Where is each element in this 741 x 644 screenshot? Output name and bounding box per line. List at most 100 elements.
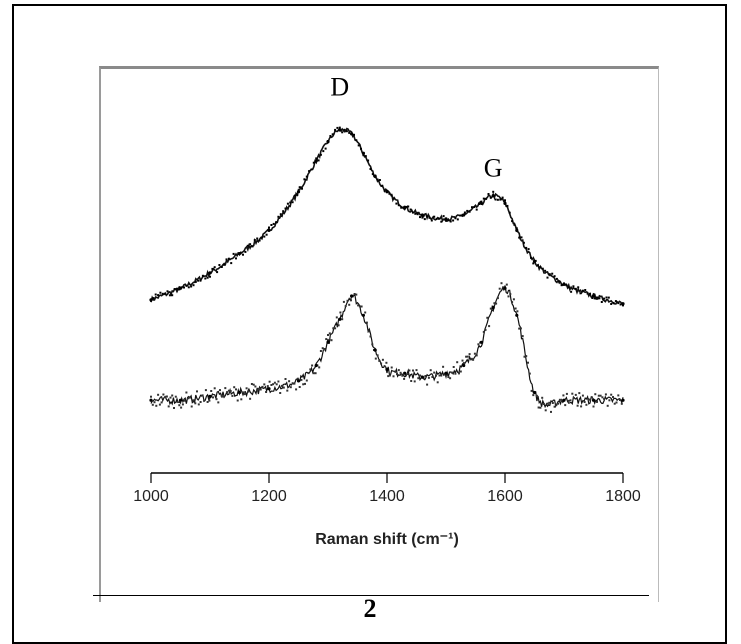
data-point — [390, 366, 393, 369]
data-point — [583, 401, 586, 403]
data-point — [530, 256, 532, 259]
data-point — [479, 340, 483, 344]
data-point — [360, 147, 362, 150]
data-point — [392, 375, 395, 378]
plot-frame: 1000 1200 1400 1600 1800 Raman shift (cm⁻¹) D… — [99, 66, 659, 602]
data-point — [253, 239, 256, 241]
data-point — [367, 159, 370, 162]
data-point — [564, 404, 567, 407]
data-point — [513, 223, 516, 226]
data-point — [580, 405, 583, 408]
data-point — [511, 301, 514, 304]
data-point — [394, 370, 397, 373]
data-point — [259, 388, 262, 391]
data-point — [357, 144, 360, 147]
data-point — [217, 401, 220, 404]
data-point — [503, 201, 507, 205]
data-point — [572, 285, 575, 288]
data-point — [300, 378, 303, 381]
data-point — [208, 271, 212, 275]
data-point — [565, 392, 568, 395]
data-point — [268, 380, 271, 383]
data-point — [610, 393, 613, 396]
data-point — [385, 361, 388, 364]
data-point — [236, 399, 239, 402]
data-point — [610, 303, 613, 305]
data-point — [570, 290, 573, 293]
data-point — [614, 300, 617, 303]
data-point — [361, 313, 365, 317]
data-point — [482, 197, 485, 200]
data-point — [512, 298, 515, 301]
data-point — [157, 393, 160, 396]
data-point — [305, 379, 308, 382]
data-point — [161, 292, 164, 295]
data-point — [509, 293, 512, 296]
data-point — [544, 269, 547, 272]
data-point — [450, 371, 453, 374]
data-point — [222, 395, 225, 398]
data-point — [480, 200, 483, 203]
series-line — [150, 127, 624, 305]
data-point — [397, 369, 400, 372]
data-point — [350, 294, 354, 298]
data-point — [607, 296, 610, 299]
data-point — [431, 376, 434, 378]
data-point — [565, 284, 568, 287]
data-point — [196, 390, 198, 393]
data-point — [447, 219, 450, 222]
data-point — [612, 396, 614, 398]
data-point — [364, 155, 367, 158]
data-point — [518, 327, 521, 330]
data-point — [311, 364, 314, 367]
data-point — [201, 394, 204, 397]
data-point — [419, 216, 421, 219]
data-point — [350, 132, 354, 136]
data-point — [341, 131, 344, 134]
data-point — [473, 352, 476, 355]
data-point — [546, 276, 549, 279]
data-point — [279, 392, 282, 394]
data-point — [621, 398, 625, 402]
data-point — [445, 219, 447, 222]
data-point — [400, 206, 403, 209]
data-point — [482, 330, 485, 333]
data-point — [263, 383, 266, 386]
data-point — [277, 380, 280, 383]
data-point — [428, 216, 431, 219]
data-point — [508, 211, 511, 214]
data-point — [216, 271, 219, 274]
data-point — [314, 372, 317, 375]
figure-divider — [93, 595, 649, 596]
data-point — [514, 307, 517, 310]
data-point — [416, 213, 419, 216]
data-point — [232, 252, 235, 255]
data-point — [312, 161, 315, 164]
data-point — [243, 393, 246, 396]
data-point — [310, 168, 313, 171]
data-point — [373, 348, 377, 352]
data-point — [289, 201, 292, 204]
data-point — [371, 343, 374, 346]
data-point — [319, 350, 322, 352]
data-point — [381, 358, 384, 361]
data-point — [496, 297, 499, 300]
data-point — [307, 372, 310, 375]
data-point — [574, 287, 577, 290]
data-point — [573, 397, 575, 400]
data-point — [206, 276, 209, 279]
data-point — [452, 366, 455, 368]
data-point — [399, 371, 402, 374]
data-point — [576, 404, 579, 407]
data-point — [442, 215, 445, 218]
raman-chart: 1000 1200 1400 1600 1800 Raman shift (cm⁻¹) D… — [133, 72, 641, 548]
data-point — [171, 394, 174, 397]
data-point — [413, 380, 416, 383]
data-point — [612, 301, 615, 304]
data-point — [535, 394, 538, 397]
data-point — [178, 398, 183, 402]
data-point — [617, 394, 620, 397]
data-point — [355, 139, 358, 142]
data-point — [302, 383, 305, 386]
data-point — [325, 338, 328, 341]
